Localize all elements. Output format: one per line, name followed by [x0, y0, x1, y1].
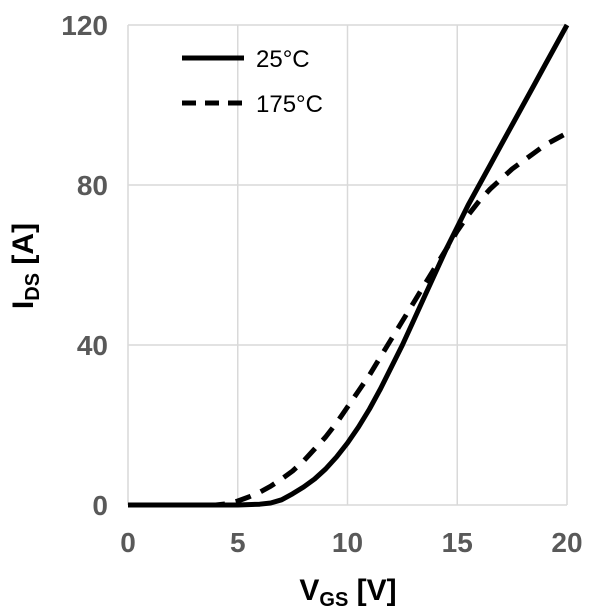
y-axis-title-subscript: DS [22, 273, 44, 301]
tick-labels: 0 5 10 15 20 0 40 80 120 [61, 10, 582, 558]
legend-label-175c: 175°C [256, 91, 323, 118]
y-tick-label: 120 [61, 10, 108, 41]
x-tick-label: 15 [442, 527, 473, 558]
plot-series [128, 23, 570, 508]
legend: 25°C 175°C [182, 46, 323, 118]
x-axis-title-subscript: GS [319, 589, 348, 610]
legend-label-25c: 25°C [256, 46, 310, 73]
y-tick-label: 40 [77, 330, 108, 361]
y-axis-title: IDS [A] [7, 223, 44, 309]
x-tick-label: 20 [551, 527, 582, 558]
y-axis-title-unit: [A] [7, 223, 40, 273]
y-tick-label: 80 [77, 170, 108, 201]
y-tick-label: 0 [92, 490, 108, 521]
x-axis-title-main: V [299, 574, 319, 607]
x-axis-title-unit: [V] [348, 574, 396, 607]
x-tick-label: 10 [332, 527, 363, 558]
series-line-25c [128, 23, 570, 508]
y-axis-title-main: I [7, 301, 40, 309]
x-tick-label: 5 [230, 527, 246, 558]
x-tick-label: 0 [120, 527, 136, 558]
x-axis-title: VGS [V] [299, 574, 396, 610]
grid [127, 24, 568, 506]
